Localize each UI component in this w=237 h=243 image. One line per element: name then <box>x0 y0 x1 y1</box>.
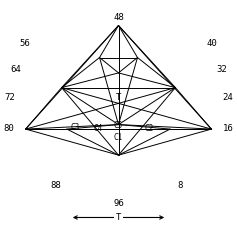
Text: T: T <box>116 213 121 222</box>
Text: 8: 8 <box>178 181 183 190</box>
Text: C1: C1 <box>114 133 123 142</box>
Text: C3: C3 <box>70 123 79 132</box>
Text: 64: 64 <box>10 65 21 74</box>
Text: 40: 40 <box>207 39 218 48</box>
Text: T: T <box>116 93 121 102</box>
Text: 32: 32 <box>216 65 227 74</box>
Text: 72: 72 <box>4 93 15 102</box>
Text: C2: C2 <box>145 124 154 133</box>
Text: 24: 24 <box>222 93 233 102</box>
Text: 80: 80 <box>3 124 14 133</box>
Text: C4: C4 <box>94 124 103 133</box>
Text: C5: C5 <box>114 121 123 130</box>
Text: 48: 48 <box>113 13 124 22</box>
Text: 56: 56 <box>19 39 30 48</box>
Text: 16: 16 <box>223 124 234 133</box>
Text: 88: 88 <box>50 181 61 190</box>
Text: 96: 96 <box>113 199 124 208</box>
